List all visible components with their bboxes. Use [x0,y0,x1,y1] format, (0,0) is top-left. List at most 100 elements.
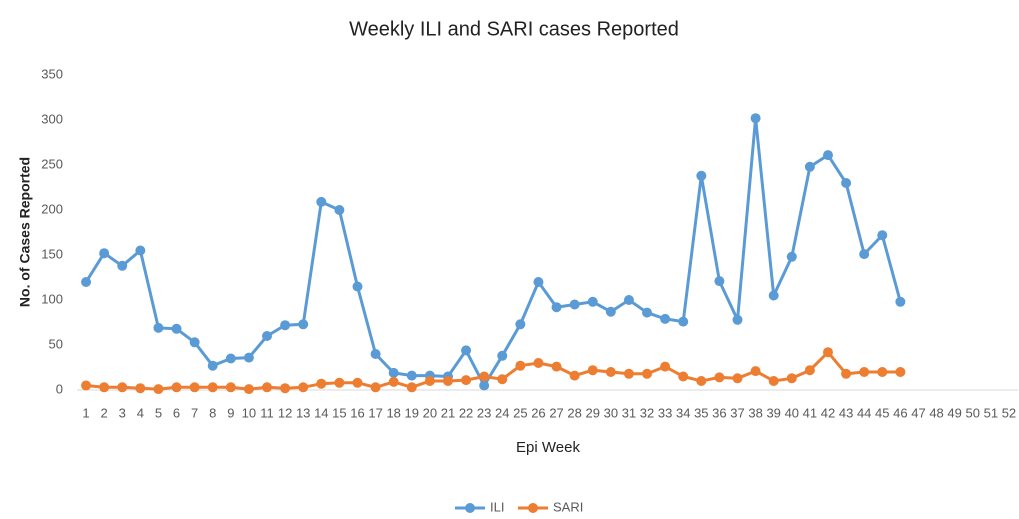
marker [207,360,218,371]
x-tick-label: 27 [549,405,563,420]
x-tick-label: 13 [296,405,310,420]
marker [678,371,689,382]
marker [99,382,110,393]
marker [533,358,544,368]
x-tick-label: 10 [242,405,256,420]
x-tick-label: 47 [911,405,925,420]
x-tick-label: 20 [423,405,437,420]
marker [316,378,327,389]
marker [587,296,598,307]
marker [841,178,852,188]
marker [605,306,616,317]
marker [370,349,381,359]
x-tick-label: 44 [857,405,871,420]
x-tick-label: 19 [405,405,419,420]
x-tick-label: 51 [984,405,998,420]
y-tick-label: 100 [41,291,63,306]
marker [533,277,544,287]
marker [696,170,707,181]
marker [841,368,852,379]
marker [877,367,888,377]
marker [479,371,490,382]
x-tick-label: 11 [260,405,274,420]
x-tick-label: 33 [658,405,672,420]
marker [406,370,417,381]
marker [479,380,490,391]
x-tick-label: 39 [766,405,780,420]
marker [551,361,562,372]
x-tick-label: 12 [278,405,292,420]
x-tick-label: 29 [586,405,600,420]
x-tick-label: 41 [803,405,817,420]
x-tick-label: 3 [119,405,126,420]
x-tick-label: 32 [640,405,654,420]
marker [117,260,128,271]
marker [352,377,363,388]
marker [406,382,417,393]
y-tick-label: 0 [56,381,63,396]
marker [859,367,870,377]
marker [569,299,580,310]
marker [714,276,725,287]
marker [171,382,182,393]
marker [99,248,110,259]
legend-label: ILI [490,499,504,514]
x-tick-label: 48 [929,405,943,420]
x-tick-label: 18 [386,405,400,420]
marker [714,372,725,383]
marker [859,249,870,260]
marker [171,323,182,334]
marker [280,320,291,331]
marker [732,373,743,384]
x-tick-label: 5 [155,405,162,420]
marker [515,319,526,330]
marker [569,370,580,381]
marker [135,245,146,256]
marker [298,319,309,330]
marker [660,361,671,372]
marker [316,196,327,207]
marker [804,365,815,376]
y-tick-label: 150 [41,246,63,261]
y-tick-label: 350 [41,66,63,81]
x-tick-label: 2 [101,405,108,420]
marker [280,383,291,394]
x-tick-label: 36 [712,405,726,420]
marker [153,384,164,395]
marker [786,251,797,262]
marker [352,281,363,292]
marker [334,205,345,215]
marker [81,380,92,391]
x-tick-label: 37 [730,405,744,420]
marker [678,316,689,327]
marker [442,376,453,386]
x-tick-label: 52 [1002,405,1016,420]
marker [768,290,779,301]
line [84,118,902,389]
x-axis-label: Epi Week [516,439,580,456]
marker [370,382,381,393]
y-axis-label: No. of Cases Reported [17,157,33,307]
x-tick-label: 49 [947,405,961,420]
x-tick-label: 22 [459,405,473,420]
x-tick-label: 35 [694,405,708,420]
marker [243,352,254,363]
y-tick-label: 200 [41,201,63,216]
marker [461,375,472,386]
marker [732,314,743,325]
legend-marker [528,503,538,513]
marker [262,331,273,341]
x-tick-label: 24 [495,405,509,420]
x-tick-label: 16 [350,405,364,420]
marker [804,161,815,172]
x-tick-label: 46 [893,405,907,420]
marker [786,373,797,384]
x-tick-label: 9 [227,405,234,420]
x-tick-label: 14 [314,405,328,420]
x-tick-label: 31 [622,405,636,420]
x-tick-label: 50 [966,405,980,420]
marker [587,365,598,376]
x-tick-label: 1 [82,405,89,420]
x-tick-label: 15 [332,405,346,420]
